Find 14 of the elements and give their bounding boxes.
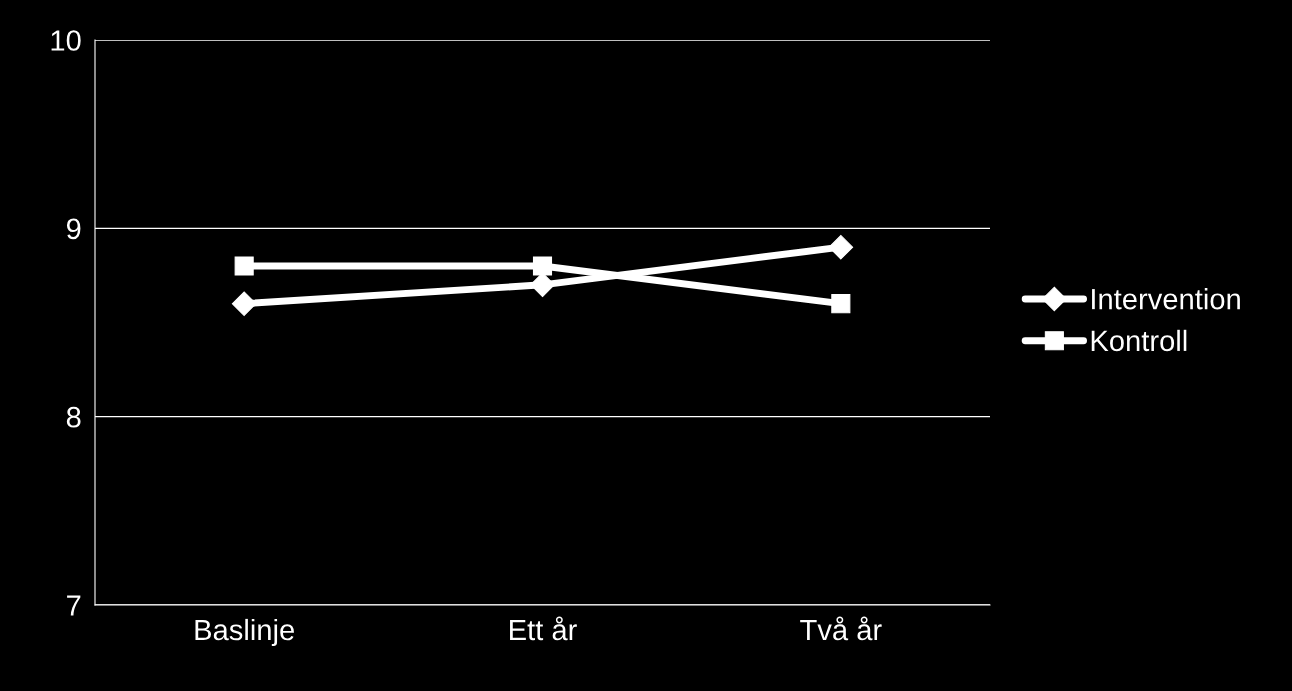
x-tick-label: Ett år xyxy=(510,616,577,641)
point xyxy=(831,294,851,314)
y-tick-label: 8 xyxy=(66,406,81,428)
point xyxy=(231,291,257,316)
y-tick-label: 7 xyxy=(67,595,81,616)
x-tick-label: Baslinje xyxy=(195,618,294,647)
legend-label: Intervention xyxy=(1092,288,1240,310)
legend-label: Kontroll xyxy=(1091,329,1187,352)
x-tick-label: Två år xyxy=(800,616,882,641)
y-tick-label: 10 xyxy=(51,30,81,51)
point xyxy=(532,256,553,276)
point xyxy=(234,256,254,276)
y-tick-label: 9 xyxy=(66,218,81,240)
point xyxy=(828,234,854,260)
